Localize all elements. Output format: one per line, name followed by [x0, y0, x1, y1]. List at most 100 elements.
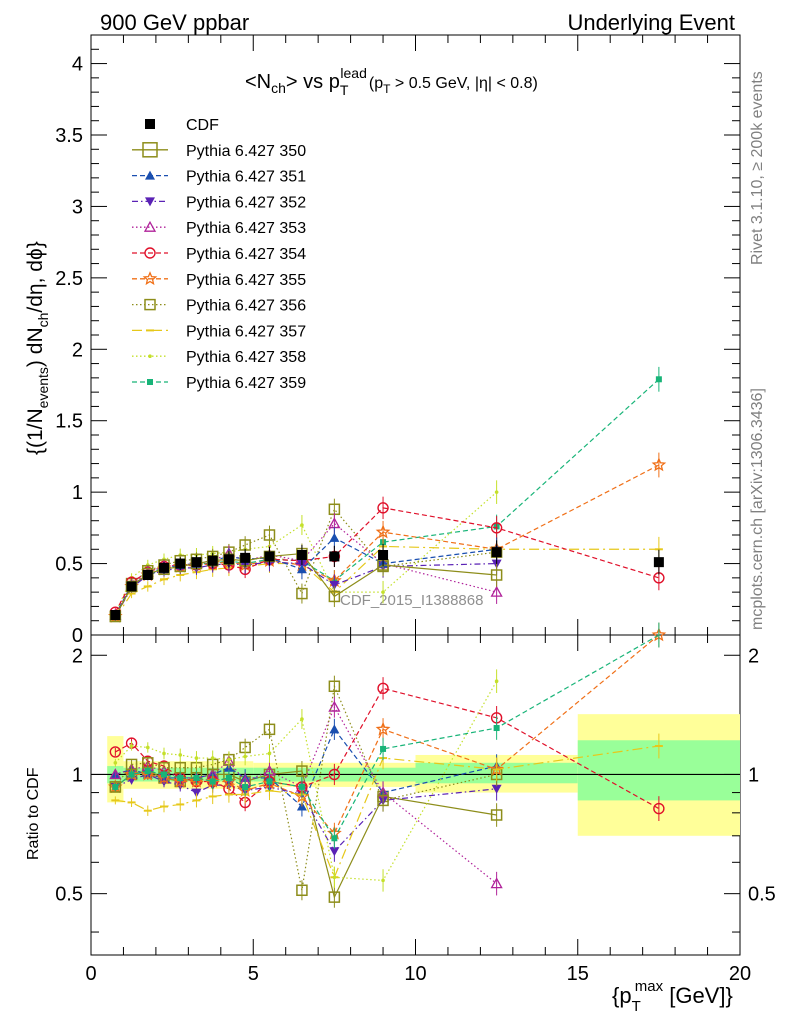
legend-label: Pythia 6.427 354 — [186, 246, 306, 263]
legend-item: CDF — [145, 117, 219, 134]
data-point — [328, 891, 341, 903]
rivet-label: Rivet 3.1.10, ≥ 200k events — [749, 71, 766, 265]
data-point — [145, 119, 155, 129]
ratio-y-tick-label: 2 — [72, 645, 83, 667]
legend-label: Pythia 6.427 357 — [186, 323, 306, 340]
data-point — [267, 751, 272, 756]
data-point — [494, 679, 499, 683]
data-point — [490, 569, 503, 581]
main-y-tick-label: 3.5 — [55, 125, 83, 147]
data-point — [490, 585, 503, 597]
main-y-tick-label: 3 — [72, 196, 83, 218]
legend-item: Pythia 6.427 357 — [132, 323, 306, 340]
x-tick-label: 20 — [729, 963, 751, 985]
legend-label: Pythia 6.427 359 — [186, 375, 306, 392]
main-y-tick-label: 4 — [72, 54, 83, 76]
data-point — [375, 721, 391, 736]
data-point — [328, 680, 341, 693]
data-point — [490, 877, 503, 889]
legend-item: Pythia 6.427 351 — [132, 169, 306, 186]
data-point — [142, 570, 153, 580]
data-point — [143, 220, 157, 232]
data-point — [296, 550, 307, 560]
data-point — [296, 884, 308, 897]
data-point — [145, 197, 155, 207]
data-point — [329, 847, 340, 857]
data-point — [162, 751, 166, 756]
ratio-y-axis-label: Ratio to CDF — [25, 767, 42, 860]
data-point — [227, 757, 231, 762]
data-point — [655, 376, 662, 383]
data-point — [653, 557, 664, 568]
series-line — [115, 745, 659, 879]
header-left-label: 900 GeV ppbar — [100, 10, 249, 35]
legend-item: Pythia 6.427 354 — [132, 246, 306, 263]
main-y-tick-label: 2.5 — [55, 268, 83, 290]
data-point — [175, 558, 186, 569]
data-point — [110, 610, 121, 620]
data-point — [207, 555, 218, 566]
data-point — [159, 562, 170, 573]
x-axis-label: {pTmax [GeV]} — [612, 978, 733, 1015]
main-y-tick-label: 2 — [72, 339, 83, 361]
ratio-uncertainty-bands — [91, 714, 740, 836]
data-point — [377, 682, 389, 695]
legend-label: Pythia 6.427 353 — [186, 220, 306, 237]
data-point — [491, 784, 502, 794]
data-point — [296, 765, 308, 777]
x-tick-label: 5 — [248, 963, 259, 985]
data-point — [109, 781, 122, 793]
data-point — [300, 523, 304, 527]
data-point — [264, 551, 275, 562]
legend-item: Pythia 6.427 352 — [132, 194, 306, 211]
legend-item: Pythia 6.427 353 — [132, 220, 306, 237]
data-point — [240, 552, 251, 563]
data-point — [145, 745, 150, 750]
data-point — [177, 774, 184, 781]
data-point — [210, 756, 215, 760]
x-tick-label: 15 — [567, 963, 589, 985]
x-tick-label: 0 — [85, 963, 96, 985]
data-point — [381, 878, 385, 883]
legend-label: Pythia 6.427 356 — [186, 298, 306, 315]
data-point — [651, 457, 667, 472]
data-point — [329, 581, 340, 590]
data-point — [109, 746, 122, 758]
data-point — [263, 529, 276, 541]
data-point — [112, 783, 119, 790]
data-point — [142, 142, 158, 158]
ratio-y-tick-label-right: 1 — [748, 764, 759, 786]
ratio-series — [112, 622, 660, 849]
ratio-y-tick-label: 0.5 — [55, 884, 83, 906]
data-point — [191, 557, 202, 568]
data-point — [329, 551, 340, 562]
main-series — [112, 366, 662, 621]
data-point — [126, 581, 137, 592]
data-point — [328, 768, 341, 781]
data-point — [653, 802, 665, 815]
data-point — [144, 768, 151, 775]
legend-label: Pythia 6.427 358 — [186, 349, 306, 366]
ratio-series-group — [107, 622, 667, 908]
data-point — [300, 717, 304, 721]
data-point — [194, 756, 199, 760]
data-point — [209, 778, 216, 785]
data-point — [493, 725, 500, 732]
data-point — [178, 753, 183, 757]
main-axis-ticks: 0 0.5 1 1.5 2 2.5 3 3.5 4 — [55, 35, 741, 647]
series-line — [114, 491, 498, 614]
data-point — [491, 547, 502, 558]
data-point — [263, 723, 276, 736]
data-point — [490, 809, 503, 821]
chart-title: <Nch> vs pTlead(pT > 0.5 GeV, |η| < 0.8) — [245, 65, 538, 98]
data-point — [223, 554, 234, 565]
ratio-axis-ticks: 0.5 0.51 12 20 5 10 15 20 — [55, 635, 776, 985]
legend-item: Pythia 6.427 358 — [132, 349, 306, 366]
data-point — [145, 170, 155, 180]
series-line — [114, 680, 498, 882]
data-point — [125, 758, 138, 771]
analysis-watermark: CDF_2015_I1388868 — [340, 592, 483, 609]
data-point — [144, 298, 156, 311]
ratio-y-tick-label-right: 2 — [748, 645, 759, 667]
legend-label: Pythia 6.427 355 — [186, 272, 306, 289]
